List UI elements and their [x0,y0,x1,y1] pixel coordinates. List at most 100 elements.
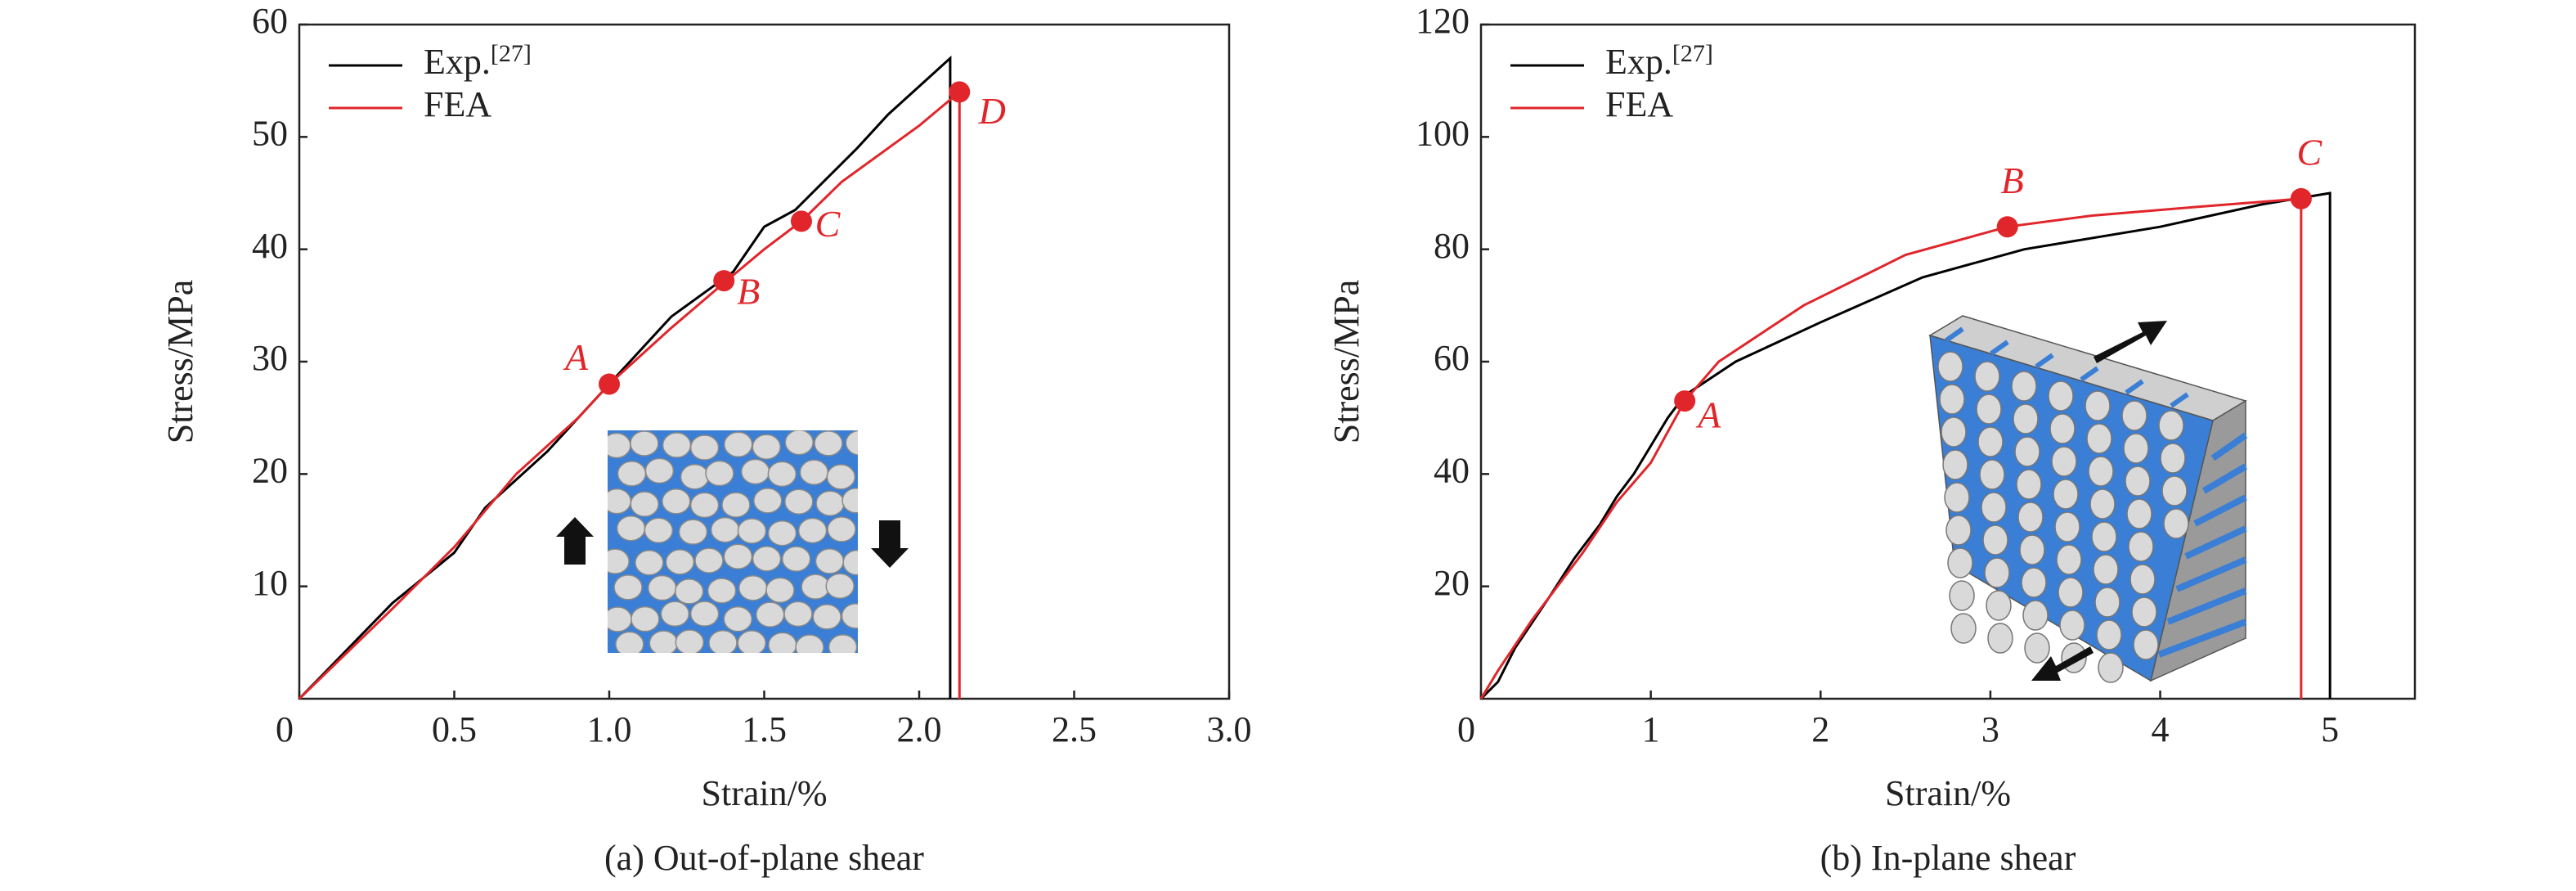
inset-fiber [815,490,845,516]
inset-fiber [635,549,664,576]
block-fiber [2158,410,2184,441]
x-tick-label: 2.0 [897,709,942,749]
block-fiber [2123,433,2149,464]
inset-fiber [845,430,858,456]
x-tick-label: 1.5 [742,709,787,749]
block-fiber [2091,521,2117,552]
block-fiber [2013,403,2039,434]
block-fiber [2019,534,2045,565]
inset-fiber [708,629,738,653]
block-fiber [2121,400,2147,431]
x-tick-label: 3.0 [1207,709,1252,749]
point-marker [790,210,812,232]
x-tick-label: 0.5 [432,709,477,749]
y-tick-label: 20 [1434,563,1470,603]
inset-fiber [781,546,811,572]
arrow-down [871,520,909,568]
subtitle: (b) In-plane shear [1820,838,2076,878]
block-fiber [2024,632,2050,664]
inset-fiber [613,574,643,601]
block-fiber [1984,557,2010,588]
block-side-stripe [2210,432,2248,461]
inset-fiber [680,464,710,490]
legend-name: FEA [424,84,491,124]
block-fiber [2053,479,2079,510]
block-fiber [2126,498,2152,529]
y-axis-label: Stress/MPa [160,280,200,443]
block-fiber [1937,351,1963,382]
inset-fiber [721,492,751,518]
data-line [298,89,961,700]
point-label: C [815,203,841,245]
block-fiber [2016,469,2042,500]
block-fiber [2059,610,2085,641]
y-tick-label: 40 [1434,450,1470,490]
x-tick-label: 5 [2321,709,2339,749]
inset-fiber [814,430,843,457]
block-fiber [2049,413,2076,444]
inset-out-of-plane [556,430,909,653]
subtitle: (a) Out-of-plane shear [604,838,924,878]
block-fiber [2133,629,2159,660]
inset-fiber [689,601,720,627]
inset-fiber [608,488,632,515]
inset-fiber [768,632,797,653]
legend-label: FEA [1605,84,1673,124]
y-tick-label: 30 [252,338,288,378]
block-fiber [2011,371,2037,402]
block-fiber [2088,456,2114,487]
inset-fiber [644,517,674,544]
y-tick-label: 20 [252,450,288,490]
x-axis-label: Strain/% [1885,773,2011,813]
block-fiber [2096,619,2122,650]
inset-fiber [738,575,768,601]
inset-fiber [723,543,753,569]
point-label: C [2297,131,2323,173]
block-top-stripe [2125,379,2144,395]
block-fiber [2093,554,2119,585]
y-tick-label: 40 [252,226,288,266]
inset-in-plane [1928,315,2248,683]
block-fiber [2014,436,2040,467]
inset-fiber [753,488,783,514]
block-fiber [2131,596,2157,628]
arrow-sw [2031,646,2094,681]
block-fiber [1979,459,2005,490]
block-fiber [2021,567,2047,598]
point-marker [599,373,620,395]
inset-fiber [783,601,813,628]
inset-fiber [784,430,815,456]
block-fiber [1987,623,2013,654]
block-fiber [2051,446,2077,477]
inset-fiber [665,549,695,575]
inset-fiber [861,578,889,602]
block-top-stripe [1990,340,2009,356]
block-fiber [1977,426,2004,457]
block-top-stripe [1945,326,1964,343]
y-tick-label: 100 [1416,113,1470,153]
inset-fiber [723,605,753,632]
inset-fiber [630,430,659,457]
block-fiber [2128,531,2154,562]
y-axis-label: Stress/MPa [1326,280,1367,443]
inset-fiber [616,515,646,542]
x-tick-label: 2 [1811,709,1829,749]
point-label: A [563,336,589,378]
data-line [1479,197,2303,700]
legend-citation: [27] [491,40,532,67]
inset-fiber [859,460,887,484]
inset-fiber [767,461,797,488]
inset-fiber [752,434,782,461]
arrow-ne [2094,321,2167,363]
block-fiber [2086,423,2112,454]
point-marker [2290,187,2312,209]
point-label: B [2001,160,2024,201]
data-line [298,55,952,700]
inset-fiber [608,548,630,574]
inset-fiber [707,578,737,604]
inset-fiber [678,519,708,545]
inset-fiber [737,630,766,653]
inset-fiber [841,488,858,514]
legend-name: Exp. [424,42,491,82]
